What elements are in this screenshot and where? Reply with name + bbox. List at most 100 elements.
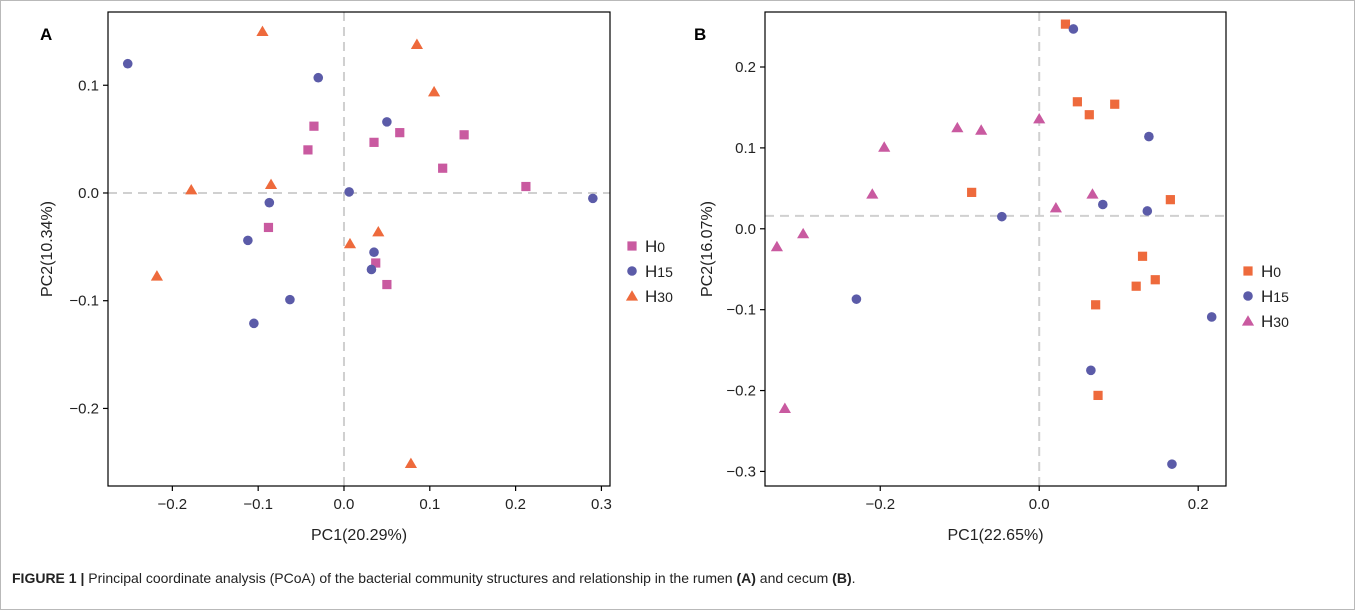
panel-a-point-h15 [382,117,392,127]
panel-a-x-tick-label: 0.0 [334,496,355,513]
panel-b-x-axis-label: PC1(22.65%) [947,527,1043,544]
panel-a-point-h15 [285,294,295,305]
panel-b-y-axis-label: PC2(16.07%) [699,201,716,297]
panel-b-point-h0 [1060,19,1071,29]
panel-b-series-h30 [770,112,1099,413]
panel-b-y-tick-label: 0.0 [735,221,756,238]
panel-a-letter: A [40,25,52,44]
panel-a-point-h15 [588,193,598,204]
panel-a-legend: H0 H15 H30 [625,237,673,306]
panel-a-plot-border [107,11,611,487]
panel-b-point-h30 [878,141,891,152]
panel-b-legend-key-h15 [1243,291,1253,301]
panel-b-legend-label-h30: H30 [1261,312,1289,331]
panel-b-point-h30 [866,188,879,199]
panel-a-y-axis-label: PC2(10.34%) [39,201,56,297]
panel-a-x-tick-label: 0.2 [505,496,526,513]
panel-b-point-h15 [1098,199,1108,210]
panel-a-point-h30 [410,38,424,49]
panel-b-legend: H0 H15 H30 [1241,262,1289,331]
panel-b-x-tick-label: −0.2 [865,496,895,513]
panel-b-y-tick-label: −0.2 [726,383,756,400]
panel-b-point-h15 [997,211,1007,222]
panel-b-point-h30 [1049,201,1062,213]
panel-a-point-h0 [263,222,274,233]
panel-a-x-axis-label: PC1(20.29%) [311,527,407,544]
panel-a-point-h15 [264,197,275,208]
panel-a-legend-key-h15 [627,266,637,276]
panel-b-point-h30 [951,121,964,133]
panel-a-point-h15 [249,318,259,329]
panel-a-point-h0 [303,145,313,155]
panel-a: A −0.2 −0.1 0.0 0.1 0.2 0.3 −0.2 −0.1 0.0 0.1 PC1(2… [39,11,673,544]
panel-a-x-tick-label: −0.1 [243,496,273,513]
pcoa-panels: A −0.2 −0.1 0.0 0.1 0.2 0.3 −0.2 −0.1 0.0 0.1 PC1(2… [39,11,1289,544]
panel-a-point-h15 [369,247,379,258]
panel-a-point-h0 [371,258,381,268]
panel-a-x-tick-label: 0.1 [419,496,440,513]
panel-a-legend-key-h0 [627,241,637,251]
panel-a-point-h0 [369,137,379,147]
panel-a-x-tick-label: 0.3 [591,496,612,513]
panel-a-point-h0 [395,128,405,138]
panel-b-point-h0 [967,187,977,197]
caption-text: Principal coordinate analysis (PCoA) of … [84,570,737,586]
panel-a-y-tick-label: −0.2 [69,400,99,417]
panel-a-legend-label-h15: H15 [645,262,673,281]
panel-b-x-tick-label: 0.2 [1188,496,1209,513]
panel-b-point-h30 [1033,112,1046,124]
caption-mid: and cecum [755,570,833,586]
caption-label: FIGURE 1 | [12,570,85,586]
panel-a-point-h15 [344,187,354,197]
panel-b-x-tick-label: 0.0 [1029,496,1050,513]
panel-b-y-tick-label: 0.2 [735,59,756,76]
panel-b-y-tick-label: 0.1 [735,140,756,157]
panel-b-point-h15 [1144,131,1154,142]
panel-a-point-h30 [185,183,198,195]
panel-a-point-h15 [122,58,133,69]
panel-b-point-h0 [1150,275,1160,285]
panel-a-point-h30 [256,25,269,37]
panel-b-point-h0 [1072,97,1082,107]
panel-b-point-h0 [1091,300,1101,310]
caption-end: . [851,570,856,586]
panel-b-point-h15 [1086,365,1096,376]
panel-a-series-h15 [122,58,598,329]
panel-a-point-h30 [150,270,164,281]
panel-a-series-h0 [263,121,531,290]
panel-a-point-h0 [309,121,319,131]
panel-b-point-h0 [1093,390,1103,401]
panel-b-point-h30 [778,402,791,413]
panel-a-point-h0 [459,130,469,140]
panel-a-x-tick-label: −0.2 [158,496,188,513]
panel-b-letter: B [694,25,706,44]
panel-a-y-tick-label: −0.1 [69,293,99,310]
panel-b-point-h0 [1137,251,1148,261]
panel-b-point-h0 [1110,99,1120,109]
panel-b-y-tick-label: −0.3 [726,463,756,480]
figure-caption: FIGURE 1 | Principal coordinate analysis… [12,570,856,586]
panel-a-point-h15 [313,72,324,83]
panel-b-legend-label-h0: H0 [1261,262,1281,281]
panel-a-point-h30 [343,237,357,249]
panel-a-point-h0 [438,163,448,173]
panel-b-point-h30 [975,124,988,135]
panel-a-y-tick-label: 0.1 [78,77,99,94]
panel-b-point-h15 [1142,206,1153,216]
panel-a-point-h0 [521,181,531,192]
panel-b-series-h15 [851,24,1217,469]
panel-a-legend-key-h30 [625,290,639,301]
caption-ref-b: (B) [832,570,852,586]
panel-a-y-tick-label: 0.0 [78,185,99,202]
panel-b-legend-label-h15: H15 [1261,287,1289,306]
panel-a-point-h30 [264,178,278,190]
panel-a-legend-label-h30: H30 [645,287,673,306]
panel-b-legend-key-h0 [1243,266,1253,276]
panel-a-point-h0 [382,279,392,290]
panel-a-point-h30 [427,85,441,97]
panel-b-point-h30 [1086,188,1099,199]
panel-a-point-h15 [366,264,377,275]
panel-a-series-h30 [150,25,441,469]
panel-b-point-h30 [770,240,784,252]
panel-b-point-h15 [851,294,862,304]
